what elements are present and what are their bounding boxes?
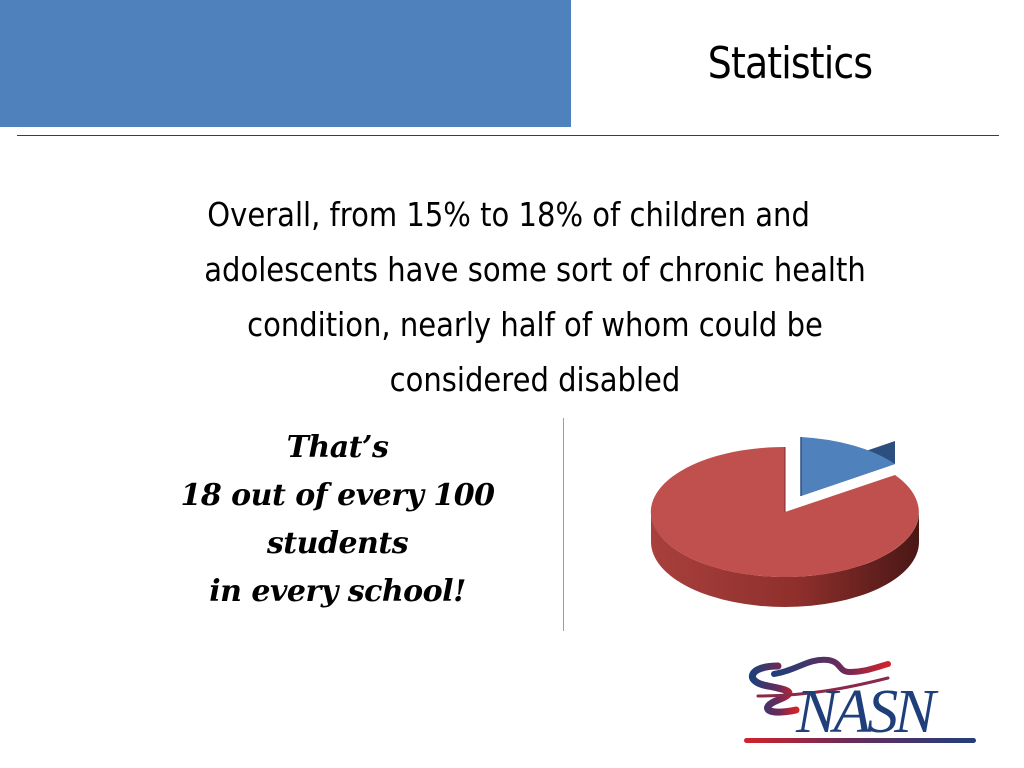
body-line-2: adolescents have some sort of chronic he… bbox=[204, 250, 866, 289]
body-line-3: condition, nearly half of whom could be bbox=[247, 305, 823, 344]
slide-title: Statistics bbox=[707, 38, 873, 89]
body-paragraph: Overall, from 15% to 18% of children and… bbox=[152, 187, 918, 407]
logo-text: NASN bbox=[795, 678, 939, 746]
header-color-block bbox=[0, 0, 571, 127]
callout-line-2: 18 out of every 100 bbox=[180, 478, 495, 513]
header-divider bbox=[17, 135, 999, 136]
pie-slice-chronic-condition bbox=[800, 437, 895, 496]
body-line-1: Overall, from 15% to 18% of children and bbox=[207, 195, 810, 234]
column-separator bbox=[563, 418, 564, 631]
nasn-logo: NASN bbox=[744, 656, 976, 746]
callout-line-4: in every school! bbox=[209, 574, 466, 609]
body-line-4: considered disabled bbox=[389, 360, 681, 399]
callout-line-3: students bbox=[266, 526, 409, 561]
callout-text: That’s 18 out of every 100 students in e… bbox=[150, 424, 525, 616]
pie-slice-other-students bbox=[650, 446, 919, 607]
pie-chart bbox=[650, 437, 919, 607]
callout-line-1: That’s bbox=[286, 430, 389, 465]
